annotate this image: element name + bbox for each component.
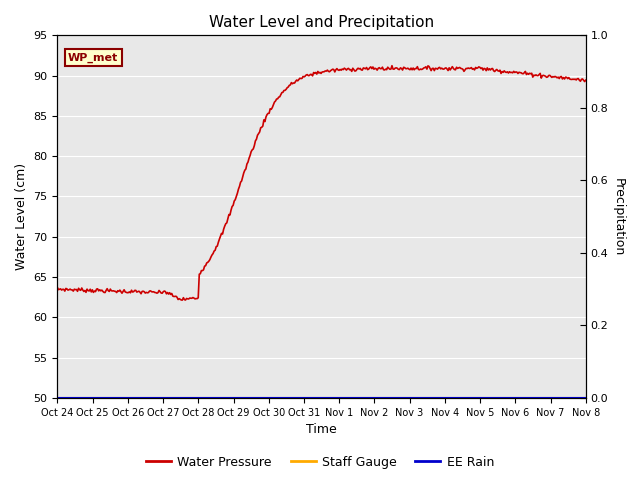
Title: Water Level and Precipitation: Water Level and Precipitation: [209, 15, 434, 30]
Line: Water Pressure: Water Pressure: [58, 66, 586, 300]
Water Pressure: [308, 73, 316, 79]
Water Pressure: [340, 65, 348, 71]
Staff Gauge: [582, 395, 589, 401]
EE Rain: [582, 395, 589, 401]
Water Pressure: [369, 64, 377, 70]
Water Pressure: [305, 72, 313, 78]
Water Pressure: [179, 297, 186, 303]
Staff Gauge: [368, 395, 376, 401]
EE Rain: [54, 395, 61, 401]
X-axis label: Time: Time: [306, 423, 337, 436]
EE Rain: [368, 395, 376, 401]
Water Pressure: [582, 77, 589, 83]
Staff Gauge: [486, 395, 494, 401]
Water Pressure: [388, 63, 396, 69]
Staff Gauge: [308, 395, 316, 401]
Legend: Water Pressure, Staff Gauge, EE Rain: Water Pressure, Staff Gauge, EE Rain: [141, 451, 499, 474]
Text: WP_met: WP_met: [68, 53, 118, 63]
EE Rain: [308, 395, 316, 401]
EE Rain: [569, 395, 577, 401]
Staff Gauge: [569, 395, 577, 401]
EE Rain: [486, 395, 494, 401]
Water Pressure: [489, 66, 497, 72]
Water Pressure: [54, 285, 61, 290]
Y-axis label: Precipitation: Precipitation: [612, 178, 625, 256]
Staff Gauge: [305, 395, 312, 401]
Y-axis label: Water Level (cm): Water Level (cm): [15, 163, 28, 270]
Water Pressure: [572, 76, 579, 82]
EE Rain: [339, 395, 347, 401]
Staff Gauge: [54, 395, 61, 401]
Staff Gauge: [339, 395, 347, 401]
EE Rain: [305, 395, 312, 401]
